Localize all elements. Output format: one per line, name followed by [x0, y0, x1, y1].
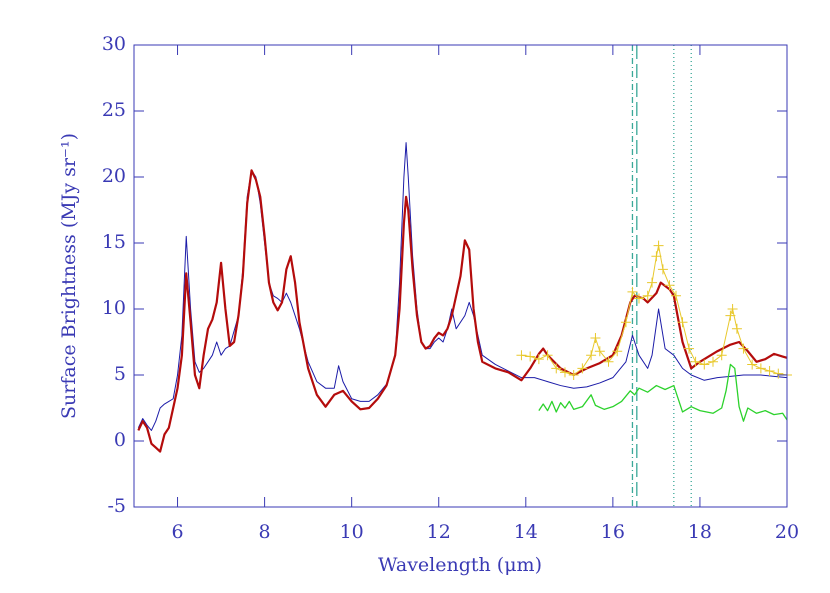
plus-marker	[533, 354, 544, 365]
y-tick-label: 10	[102, 297, 126, 319]
plus-marker	[725, 310, 736, 321]
plus-marker	[664, 280, 675, 291]
series-line	[538, 363, 788, 422]
x-tick-label: 20	[775, 521, 799, 543]
plus-marker	[731, 323, 742, 334]
y-axis-label: Surface Brightness (MJy sr⁻¹)	[58, 133, 80, 419]
x-tick-label: 18	[688, 521, 712, 543]
plus-marker	[716, 350, 727, 361]
plus-marker	[657, 264, 668, 275]
plus-marker	[603, 356, 614, 367]
plus-marker	[577, 363, 588, 374]
plus-marker	[516, 350, 527, 361]
plus-marker	[642, 290, 653, 301]
series-line	[521, 245, 788, 376]
y-tick-label: -5	[107, 495, 126, 517]
plot-frame	[133, 44, 788, 508]
y-tick-label: 15	[102, 231, 126, 253]
plus-marker	[677, 317, 688, 328]
plus-marker	[542, 350, 553, 361]
x-tick-label: 10	[340, 521, 364, 543]
plus-marker	[568, 370, 579, 380]
plus-marker	[773, 368, 784, 379]
x-tick-label: 16	[601, 521, 625, 543]
plus-marker	[738, 343, 749, 354]
series-line	[137, 142, 788, 431]
x-tick-label: 12	[427, 521, 451, 543]
y-tick-label: 5	[114, 363, 126, 385]
plus-marker	[590, 333, 601, 344]
plus-marker	[551, 363, 562, 374]
plus-marker	[647, 277, 658, 288]
plus-marker	[627, 286, 638, 297]
x-axis-label: Wavelength (μm)	[378, 554, 542, 576]
plus-marker	[594, 346, 605, 357]
plus-marker	[525, 351, 536, 362]
plus-marker	[707, 356, 718, 367]
plus-marker	[586, 350, 597, 361]
x-tick-label: 8	[259, 521, 271, 543]
plus-marker	[699, 359, 710, 370]
x-tick-label: 6	[171, 521, 183, 543]
plus-marker	[684, 343, 695, 354]
plus-marker	[559, 367, 570, 378]
plus-marker	[670, 290, 681, 301]
plus-marker	[727, 304, 738, 314]
plus-marker	[620, 317, 631, 328]
plus-marker	[764, 366, 775, 377]
plus-marker	[690, 356, 701, 367]
plus-marker	[653, 240, 664, 251]
y-tick-label: 0	[114, 429, 126, 451]
plus-marker	[755, 363, 766, 374]
plus-marker	[612, 346, 623, 357]
plus-marker	[651, 251, 662, 262]
plus-marker	[633, 293, 644, 304]
y-tick-label: 25	[102, 99, 126, 121]
y-tick-label: 20	[102, 165, 126, 187]
y-tick-label: 30	[102, 33, 126, 55]
x-tick-label: 14	[514, 521, 538, 543]
series-line	[137, 169, 788, 453]
plus-marker	[747, 359, 758, 370]
